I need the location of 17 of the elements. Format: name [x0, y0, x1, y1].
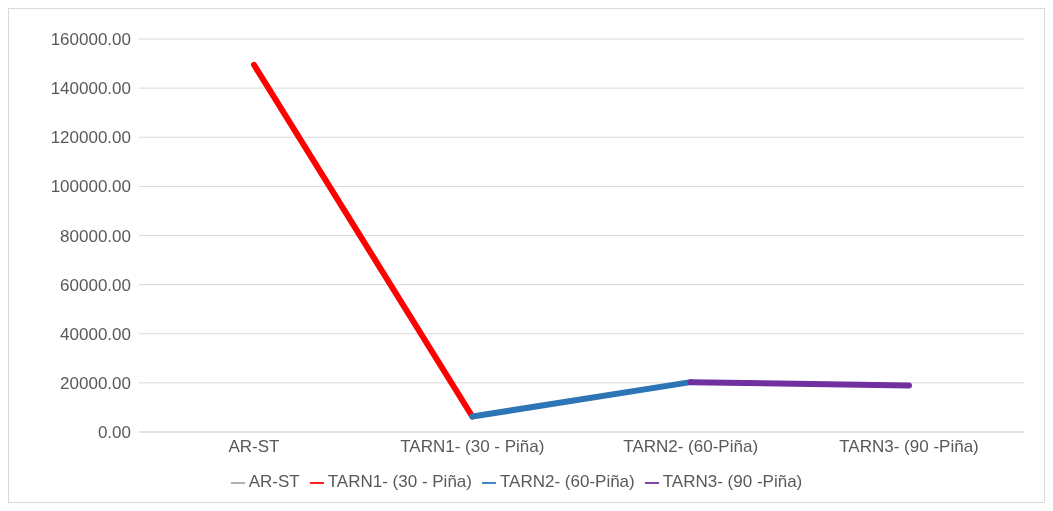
legend-label: TARN1- (30 - Piña) [327, 472, 472, 491]
y-tick-label: 100000.00 [50, 177, 131, 197]
y-tick-label: 120000.00 [50, 128, 131, 148]
legend-label: TARN2- (60-Piña) [499, 472, 635, 491]
legend-label: TARN3- (90 -Piña) [662, 472, 803, 491]
y-tick-label: 0.00 [97, 423, 131, 443]
y-tick-label: 20000.00 [60, 373, 131, 393]
y-tick-label: 140000.00 [50, 79, 131, 99]
legend-label: AR-ST [248, 472, 300, 491]
y-tick-label: 160000.00 [50, 30, 131, 50]
y-tick-label: 80000.00 [60, 226, 131, 246]
x-tick-label: AR-ST [228, 437, 280, 457]
y-tick-label: 40000.00 [60, 324, 131, 344]
y-tick-label: 60000.00 [60, 275, 131, 295]
x-tick-label: TARN2- (60-Piña) [623, 437, 759, 457]
x-tick-label: TARN1- (30 - Piña) [400, 437, 545, 457]
x-tick-label: TARN3- (90 -Piña) [839, 437, 979, 457]
